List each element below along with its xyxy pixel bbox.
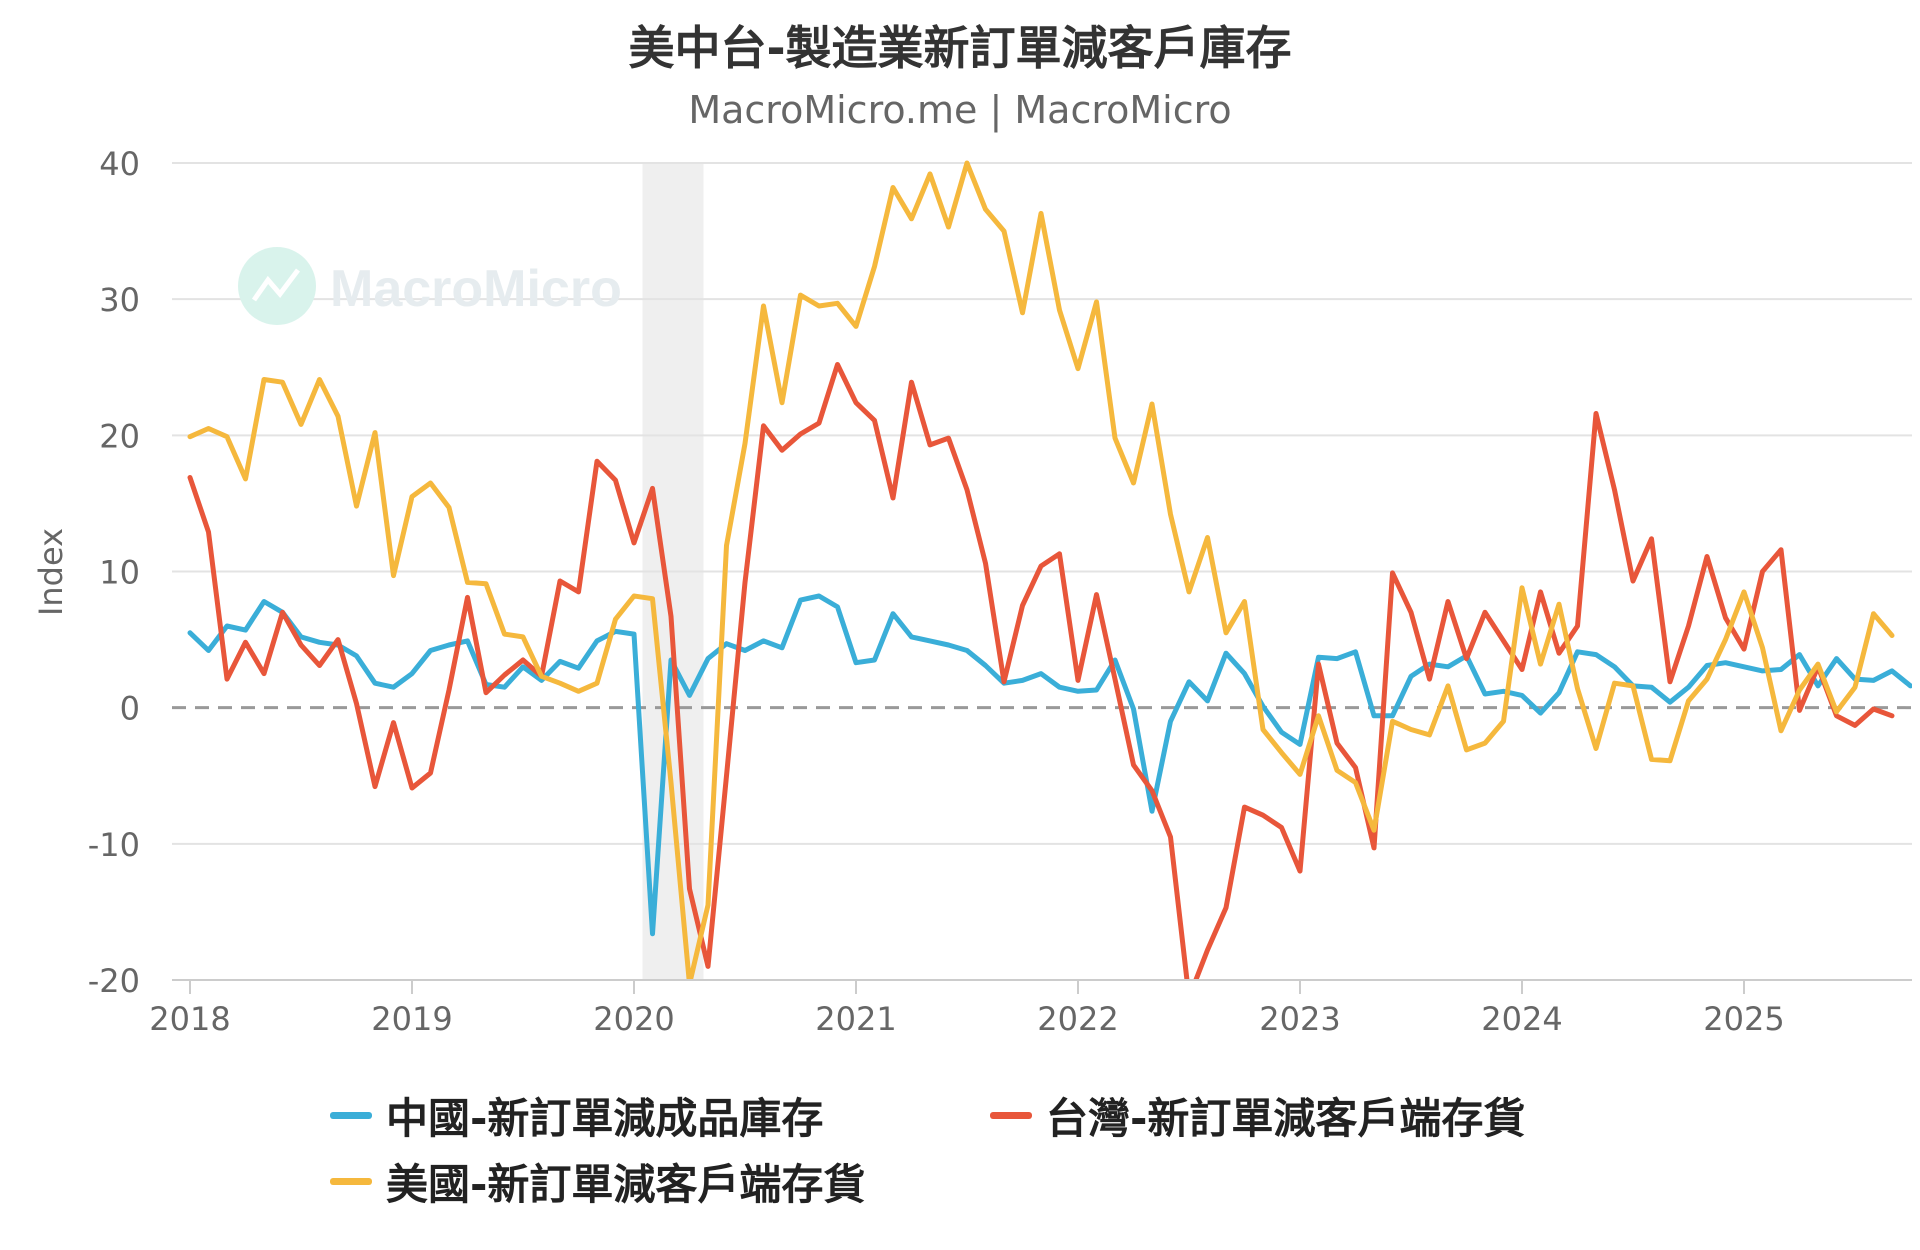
legend-label: 美國-新訂單減客戶端存貨 [386, 1160, 866, 1209]
legend-item-3[interactable]: 美國-新訂單減客戶端存貨 [330, 1151, 865, 1212]
series-line-1[interactable] [187, 593, 1912, 937]
y-tick-label: 0 [120, 690, 140, 728]
chart-subtitle: MacroMicro.me | MacroMicro [688, 88, 1232, 132]
y-axis-label: Index [32, 528, 70, 616]
series-line-3[interactable] [187, 160, 1895, 984]
legend-swatch [330, 1178, 372, 1185]
x-tick-label: 2024 [1481, 1000, 1562, 1038]
y-tick-label: -10 [88, 826, 140, 864]
legend-item-1[interactable]: 中國-新訂單減成品庫存 [330, 1085, 823, 1146]
y-tick-label: 40 [99, 145, 140, 183]
watermark-text: MacroMicro [330, 260, 622, 318]
legend-label: 台灣-新訂單減客戶端存貨 [1046, 1094, 1526, 1143]
legend-swatch [990, 1112, 1032, 1119]
series-line-2[interactable] [187, 362, 1895, 998]
y-tick-label: 20 [99, 417, 140, 455]
x-tick-label: 2018 [149, 1000, 230, 1038]
x-tick-label: 2021 [815, 1000, 896, 1038]
x-tick-label: 2023 [1259, 1000, 1340, 1038]
x-tick-label: 2019 [371, 1000, 452, 1038]
y-tick-label: 10 [99, 554, 140, 592]
legend-label: 中國-新訂單減成品庫存 [386, 1094, 824, 1143]
watermark-logo-chart-glyph [251, 268, 300, 302]
chart-title: 美中台-製造業新訂單減客戶庫存 [628, 21, 1292, 75]
x-tick-label: 2020 [593, 1000, 674, 1038]
x-tick-label: 2022 [1037, 1000, 1118, 1038]
y-tick-label: -20 [88, 962, 140, 1000]
legend-swatch [330, 1112, 372, 1119]
y-tick-label: 30 [99, 281, 140, 319]
x-tick-label: 2025 [1703, 1000, 1784, 1038]
watermark-logo-icon [238, 247, 316, 325]
legend-item-2[interactable]: 台灣-新訂單減客戶端存貨 [990, 1085, 1525, 1146]
watermark-logo: MacroMicro [238, 247, 622, 325]
